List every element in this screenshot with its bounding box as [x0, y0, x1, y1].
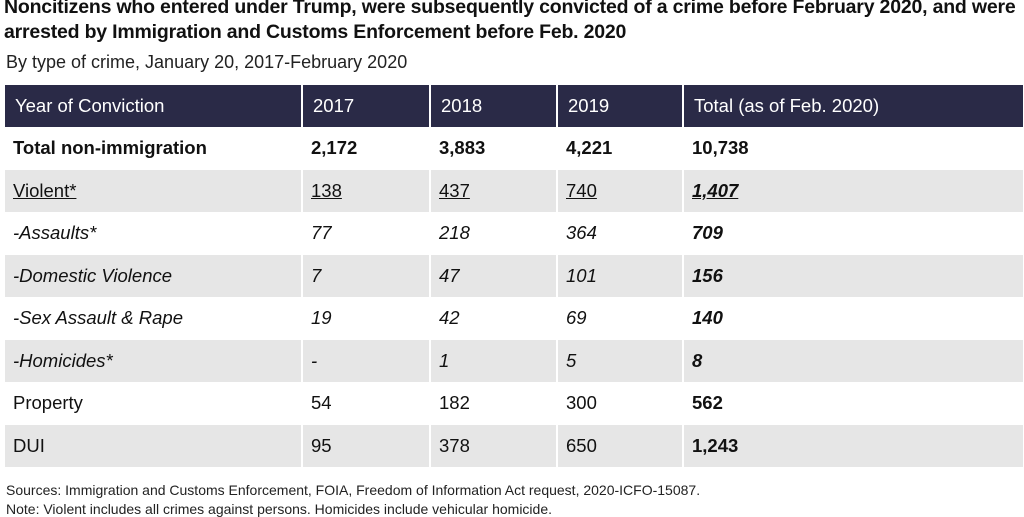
table-row: -Sex Assault & Rape 19 42 69 140	[5, 297, 1023, 340]
cell: 1,407	[682, 169, 1023, 212]
cell: 218	[429, 212, 557, 255]
cell: 3,883	[429, 127, 557, 170]
table-row: Total non-immigration 2,172 3,883 4,221 10,7…	[5, 127, 1023, 170]
data-table: Year of Conviction 2017 2018 2019 Total (as …	[5, 85, 1023, 467]
row-label: -Sex Assault & Rape	[13, 307, 184, 329]
cell: 4,221	[556, 127, 683, 170]
cell: 10,738	[682, 127, 1023, 170]
header-row: Year of Conviction 2017 2018 2019 Total (as …	[5, 85, 1023, 127]
title: Noncitizens who entered under Trump, wer…	[4, 0, 1016, 43]
cell: 95	[301, 424, 430, 467]
table-row: Property 54 182 300 562	[5, 382, 1023, 425]
cell: 300	[556, 382, 683, 425]
cell: 5	[556, 339, 683, 382]
cell: 47	[429, 254, 557, 297]
cell: 8	[682, 339, 1023, 382]
row-label: DUI	[5, 424, 302, 467]
cell: 19	[301, 297, 430, 340]
column-header: 2018	[429, 85, 557, 127]
cell: 7	[301, 254, 430, 297]
column-header: Year of Conviction	[5, 85, 302, 127]
table-row: -Assaults* 77 218 364 709	[5, 212, 1023, 255]
row-label: Total non-immigration	[13, 137, 207, 159]
note: Note: Violent includes all crimes agains…	[6, 501, 553, 517]
sources: Sources: Immigration and Customs Enforce…	[6, 482, 701, 498]
cell: 650	[556, 424, 683, 467]
cell: 2,172	[301, 127, 430, 170]
column-header: 2019	[556, 85, 683, 127]
table-row: -Domestic Violence 7 47 101 156	[5, 254, 1023, 297]
row-label: -Assaults*	[13, 222, 97, 244]
cell: 101	[556, 254, 683, 297]
cell: 182	[429, 382, 557, 425]
row-label: Violent*	[5, 169, 302, 212]
column-header: Total (as of Feb. 2020)	[682, 85, 1023, 127]
table-row: DUI 95 378 650 1,243	[5, 424, 1023, 467]
cell: 1,243	[682, 424, 1023, 467]
table-body: Total non-immigration 2,172 3,883 4,221 10,7…	[5, 127, 1023, 467]
cell: 740	[556, 169, 683, 212]
row-label: Property	[13, 392, 83, 414]
cell: 77	[301, 212, 430, 255]
table-row: -Homicides* -1 5 8	[5, 339, 1023, 382]
row-label: -Homicides*	[5, 339, 302, 382]
cell: 42	[429, 297, 557, 340]
row-label: -Domestic Violence	[5, 254, 302, 297]
cell: 364	[556, 212, 683, 255]
cell: -	[301, 339, 430, 382]
column-header: 2017	[301, 85, 430, 127]
cell: 709	[682, 212, 1023, 255]
cell: 437	[429, 169, 557, 212]
cell: 69	[556, 297, 683, 340]
cell: 1	[429, 339, 557, 382]
cell: 140	[682, 297, 1023, 340]
table-row: Violent* 138 437 740 1,407	[5, 169, 1023, 212]
cell: 562	[682, 382, 1023, 425]
cell: 378	[429, 424, 557, 467]
cell: 156	[682, 254, 1023, 297]
subtitle: By type of crime, January 20, 2017-Febru…	[6, 52, 408, 72]
cell: 138	[301, 169, 430, 212]
cell: 54	[301, 382, 430, 425]
